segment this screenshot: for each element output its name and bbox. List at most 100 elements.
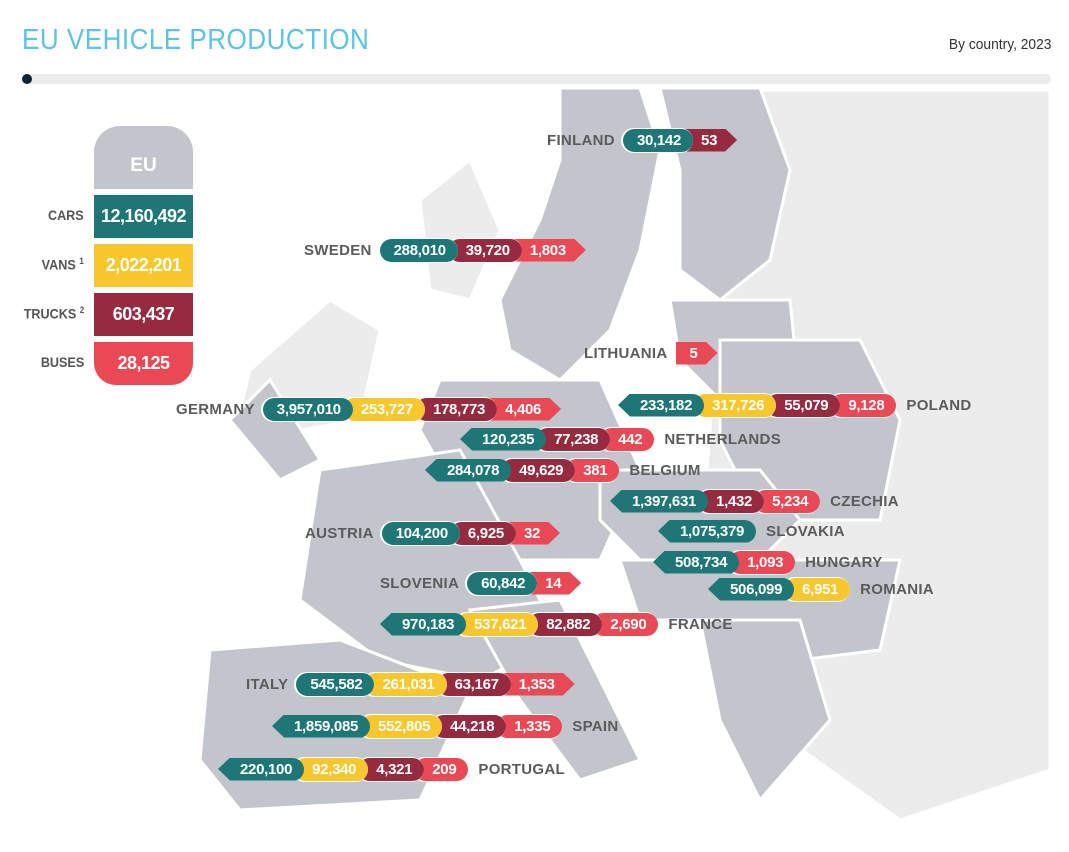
trucks-value-pill: 63,167 (436, 672, 511, 696)
buses-value-pill: 381 (565, 458, 620, 482)
cars-value-pill: 284,078 (425, 458, 512, 482)
country-label: SWEDEN (304, 241, 372, 259)
trucks-value-pill: 1,432 (698, 489, 765, 513)
country-label: ROMANIA (860, 580, 934, 598)
cars-value-pill: 1,397,631 (610, 489, 709, 513)
trucks-value-pill: 53 (683, 129, 737, 152)
buses-value-pill: 32 (506, 522, 560, 545)
vans-value-pill: 261,031 (364, 672, 447, 696)
country-row-lithuania: LITHUANIA 5 (584, 341, 718, 365)
value-pills: 1,397,631 1,432 5,234 (610, 489, 821, 513)
country-label: ITALY (246, 675, 289, 693)
legend-label-text: TRUCKS (23, 305, 76, 322)
cars-value-pill: 508,734 (653, 550, 740, 574)
country-row-portugal: 220,100 92,340 4,321 209 PORTUGAL (218, 757, 565, 781)
cars-value-pill: 120,235 (460, 427, 547, 451)
legend-value: 603,437 (94, 293, 193, 336)
value-pills: 104,200 6,925 32 (381, 521, 560, 545)
legend-item-buses: BUSES 28,125 (0, 342, 200, 385)
country-row-romania: 506,099 6,951 ROMANIA (708, 577, 934, 601)
legend-value: 2,022,201 (94, 244, 193, 287)
cars-value-pill: 3,957,010 (262, 397, 353, 421)
country-label: POLAND (906, 396, 972, 414)
country-label: BELGIUM (629, 461, 701, 479)
legend-label-text: VANS (41, 256, 76, 273)
legend-value: 12,160,492 (94, 195, 193, 238)
value-pills: 60,842 14 (467, 571, 581, 595)
cars-value-pill: 506,099 (708, 577, 795, 601)
buses-value-pill: 2,690 (592, 612, 659, 636)
divider (24, 74, 1051, 84)
buses-value-pill: 9,128 (830, 393, 897, 417)
country-label: SLOVAKIA (766, 522, 845, 540)
country-label: NETHERLANDS (664, 430, 781, 448)
country-label: GERMANY (176, 400, 255, 418)
divider-dot (22, 74, 32, 84)
legend-label: VANS 1 (42, 256, 84, 273)
country-label: HUNGARY (805, 553, 883, 571)
country-label: FINLAND (547, 131, 615, 149)
country-row-slovakia: 1,075,379 SLOVAKIA (658, 519, 845, 543)
trucks-value-pill: 49,629 (501, 458, 576, 482)
vans-value-pill: 92,340 (294, 757, 369, 781)
cars-value-pill: 104,200 (381, 521, 460, 545)
country-row-france: 970,183 537,621 82,882 2,690 FRANCE (380, 612, 733, 636)
legend-label-text: BUSES (40, 354, 84, 370)
value-pills: 30,142 53 (622, 128, 737, 152)
cars-value-pill: 970,183 (380, 612, 467, 636)
value-pills: 220,100 92,340 4,321 209 (218, 757, 469, 781)
value-pills: 233,182 317,726 55,079 9,128 (618, 393, 897, 417)
trucks-value-pill: 6,925 (449, 521, 516, 545)
value-pills: 970,183 537,621 82,882 2,690 (380, 612, 659, 636)
cars-value-pill: 545,582 (296, 672, 375, 696)
buses-value-pill: 1,335 (496, 714, 563, 738)
trucks-value-pill: 82,882 (528, 612, 603, 636)
value-pills: 545,582 261,031 63,167 1,353 (296, 672, 574, 696)
country-label: CZECHIA (830, 492, 899, 510)
vans-value-pill: 537,621 (456, 612, 539, 636)
value-pills: 1,859,085 552,805 44,218 1,335 (272, 714, 563, 738)
country-row-germany: GERMANY 3,957,010 253,727 178,773 4,406 (176, 397, 561, 421)
legend-item-trucks: TRUCKS 2 603,437 (0, 293, 200, 336)
country-row-belgium: 284,078 49,629 381 BELGIUM (425, 458, 701, 482)
cars-value-pill: 30,142 (622, 128, 694, 152)
value-pills: 284,078 49,629 381 (425, 458, 620, 482)
country-label: AUSTRIA (305, 524, 374, 542)
value-pills: 1,075,379 (658, 519, 757, 543)
buses-value-pill: 5,234 (754, 489, 821, 513)
trucks-value-pill: 44,218 (432, 714, 507, 738)
footnote-marker: 1 (79, 256, 84, 266)
legend-item-vans: VANS 1 2,022,201 (0, 244, 200, 287)
country-label: FRANCE (668, 615, 733, 633)
country-row-austria: AUSTRIA 104,200 6,925 32 (305, 521, 560, 545)
country-row-netherlands: 120,235 77,238 442 NETHERLANDS (460, 427, 781, 451)
page-title: EU VEHICLE PRODUCTION (22, 24, 370, 56)
country-row-hungary: 508,734 1,093 HUNGARY (653, 550, 883, 574)
value-pills: 288,010 39,720 1,803 (379, 238, 586, 262)
legend-label: CARS (48, 207, 84, 223)
country-row-slovenia: SLOVENIA 60,842 14 (380, 571, 581, 595)
trucks-value-pill: 178,773 (414, 397, 498, 421)
value-pills: 3,957,010 253,727 178,773 4,406 (262, 397, 561, 421)
country-label: LITHUANIA (584, 344, 668, 362)
legend-item-cars: CARS 12,160,492 (0, 195, 200, 238)
country-row-sweden: SWEDEN 288,010 39,720 1,803 (304, 238, 586, 262)
cars-value-pill: 1,859,085 (272, 714, 371, 738)
footnote-marker: 2 (79, 305, 84, 315)
buses-value-pill: 4,406 (487, 398, 561, 421)
trucks-value-pill: 39,720 (447, 238, 522, 262)
legend-label: BUSES (41, 354, 84, 370)
cars-value-pill: 60,842 (467, 571, 538, 595)
country-row-poland: 233,182 317,726 55,079 9,128 POLAND (618, 393, 972, 417)
legend-value: 28,125 (94, 342, 193, 385)
country-row-finland: FINLAND 30,142 53 (547, 128, 737, 152)
vans-value-pill: 253,727 (342, 397, 425, 421)
value-pills: 5 (676, 342, 718, 365)
country-label: PORTUGAL (478, 760, 565, 778)
country-row-spain: 1,859,085 552,805 44,218 1,335 SPAIN (272, 714, 619, 738)
buses-value-pill: 1,803 (512, 239, 586, 262)
buses-value-pill: 14 (527, 572, 581, 595)
trucks-value-pill: 77,238 (536, 427, 611, 451)
cars-value-pill: 220,100 (218, 757, 305, 781)
